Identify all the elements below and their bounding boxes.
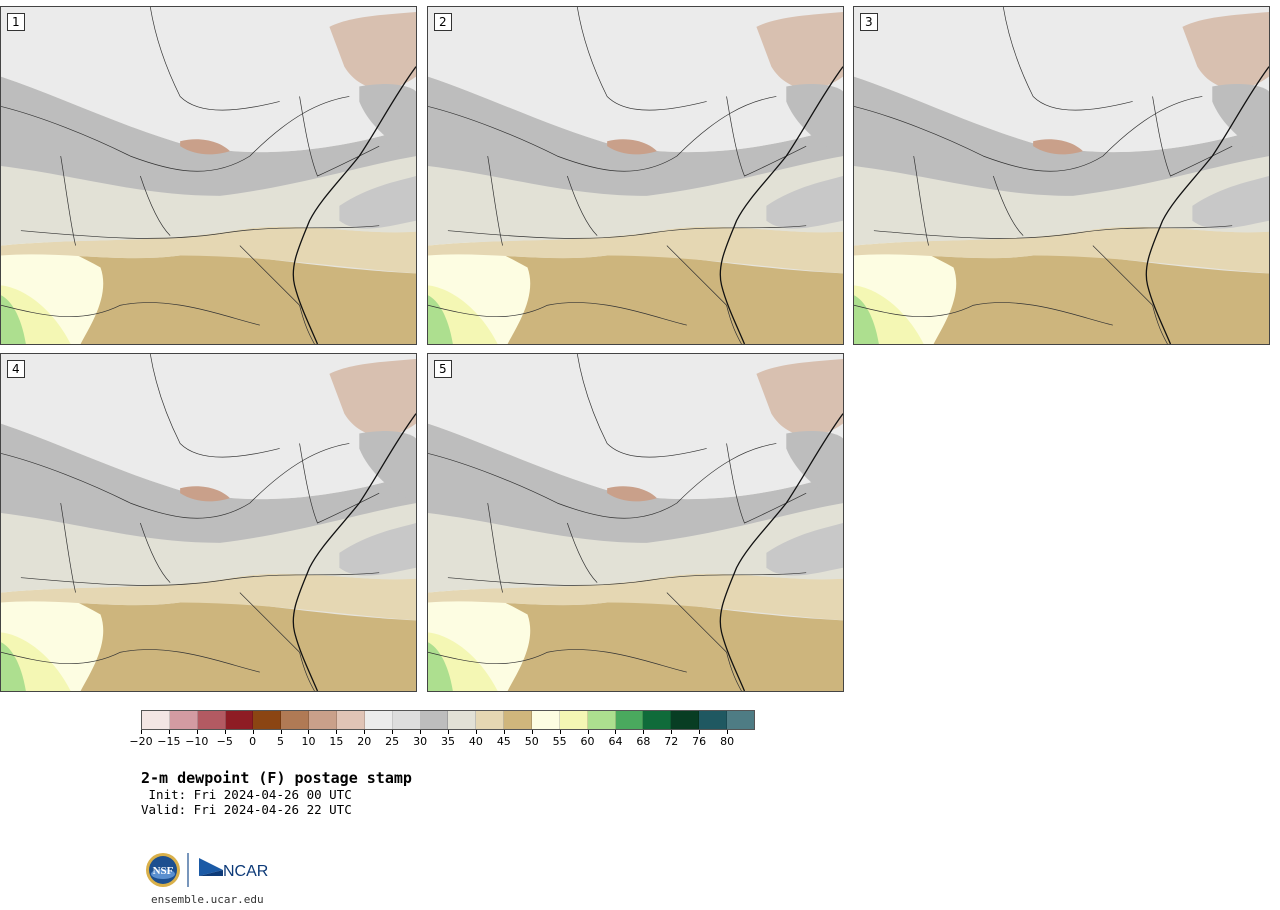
colorbar-tick-label: 60	[580, 735, 595, 748]
colorbar-tick	[699, 730, 701, 734]
colorbar-swatch	[476, 711, 505, 729]
colorbar-tick-label: −20	[129, 735, 153, 748]
colorbar-swatch	[253, 711, 282, 729]
init-time: Init: Fri 2024-04-26 00 UTC	[141, 787, 352, 802]
colorbar-tick-label: 80	[720, 735, 735, 748]
colorbar-tick	[196, 730, 198, 734]
colorbar-tick-label: 50	[524, 735, 539, 748]
colorbar-swatch	[169, 711, 198, 729]
member-label: 4	[7, 360, 25, 378]
nsf-logo-icon	[146, 853, 180, 887]
dewpoint-map	[1, 354, 416, 691]
colorbar-tick	[280, 730, 282, 734]
ncar-logo-text: NCAR	[223, 863, 268, 880]
colorbar-swatch	[559, 711, 588, 729]
member-label: 5	[434, 360, 452, 378]
colorbar-tick-label: 15	[329, 735, 344, 748]
colorbar-tick-label: 55	[552, 735, 567, 748]
member-label: 2	[434, 13, 452, 31]
dewpoint-map	[854, 7, 1269, 344]
colorbar-tick	[475, 730, 477, 734]
ensemble-member-panel-1: 1	[0, 6, 417, 345]
colorbar-swatch	[671, 711, 700, 729]
colorbar-tick	[448, 730, 449, 734]
colorbar-tick-label: 76	[692, 735, 707, 748]
colorbar-tick-label: 0	[249, 735, 257, 748]
colorbar-tick-label: 20	[357, 735, 372, 748]
colorbar-tick	[671, 730, 673, 734]
colorbar-tick-label: 72	[664, 735, 679, 748]
colorbar-tick	[531, 730, 533, 734]
colorbar-swatch	[504, 711, 533, 729]
dewpoint-map	[428, 354, 843, 691]
colorbar-swatch	[587, 711, 616, 729]
colorbar-swatch	[225, 711, 254, 729]
colorbar-tick-label: 35	[441, 735, 455, 748]
colorbar-tick	[727, 730, 729, 734]
colorbar-tick	[615, 730, 617, 734]
colorbar-swatch	[615, 711, 644, 729]
colorbar-tick	[336, 730, 338, 734]
colorbar-swatch	[197, 711, 226, 729]
colorbar-tick-label: 45	[496, 735, 511, 748]
colorbar-tick-label: 10	[301, 735, 316, 748]
colorbar-swatch	[337, 711, 365, 729]
colorbar-tick	[252, 730, 254, 734]
colorbar-swatch	[643, 711, 672, 729]
colorbar-tick-label: −10	[185, 735, 209, 748]
nsf-ncar-logo: NSF NCAR	[146, 853, 268, 887]
colorbar-swatch	[142, 711, 170, 729]
chart-title: 2-m dewpoint (F) postage stamp	[141, 769, 412, 787]
colorbar-tick-label: 30	[413, 735, 428, 748]
valid-time: Valid: Fri 2024-04-26 22 UTC	[141, 802, 352, 817]
ensemble-member-panel-3: 3	[853, 6, 1270, 345]
colorbar-tick	[392, 730, 394, 734]
colorbar-tick-label: 40	[468, 735, 483, 748]
colorbar-tick	[643, 730, 645, 734]
colorbar-tick	[141, 730, 142, 734]
member-label: 3	[860, 13, 878, 31]
member-label: 1	[7, 13, 25, 31]
colorbar-tick	[308, 730, 310, 734]
colorbar-tick	[224, 730, 226, 734]
colorbar-tick	[559, 730, 561, 734]
ensemble-member-panel-2: 2	[427, 6, 844, 345]
colorbar-swatch	[309, 711, 338, 729]
ncar-logo-icon	[199, 858, 223, 876]
colorbar	[141, 710, 755, 730]
colorbar-tick-label: −15	[157, 735, 181, 748]
colorbar-tick	[587, 730, 589, 734]
colorbar-swatch	[532, 711, 560, 729]
colorbar-swatch	[281, 711, 310, 729]
colorbar-swatch	[727, 711, 754, 729]
colorbar-tick	[420, 730, 422, 734]
colorbar-tick	[503, 730, 505, 734]
dewpoint-map	[428, 7, 843, 344]
colorbar-tick-label: 5	[277, 735, 285, 748]
colorbar-swatch	[420, 711, 449, 729]
dewpoint-map	[1, 7, 416, 344]
colorbar-tick-label: −5	[216, 735, 233, 748]
colorbar-tick-label: 68	[636, 735, 651, 748]
colorbar-tick-label: 25	[385, 735, 400, 748]
colorbar-tick	[168, 730, 170, 734]
colorbar-ticks: −20 −15 −10 −5 0 5 10 15 20 25 30 35 40 45 50 55 60 64 68 7…	[129, 730, 781, 750]
colorbar-swatch	[448, 711, 477, 729]
colorbar-tick	[364, 730, 366, 734]
colorbar-swatch	[392, 711, 421, 729]
ensemble-member-panel-4: 4	[0, 353, 417, 692]
nsf-logo-text: NSF	[153, 865, 174, 877]
ensemble-member-panel-5: 5	[427, 353, 844, 692]
colorbar-tick-label: 64	[608, 735, 623, 748]
logos: NSF NCAR	[145, 850, 275, 890]
website-url: ensemble.ucar.edu	[151, 893, 264, 906]
colorbar-swatch	[364, 711, 393, 729]
colorbar-swatch	[699, 711, 728, 729]
